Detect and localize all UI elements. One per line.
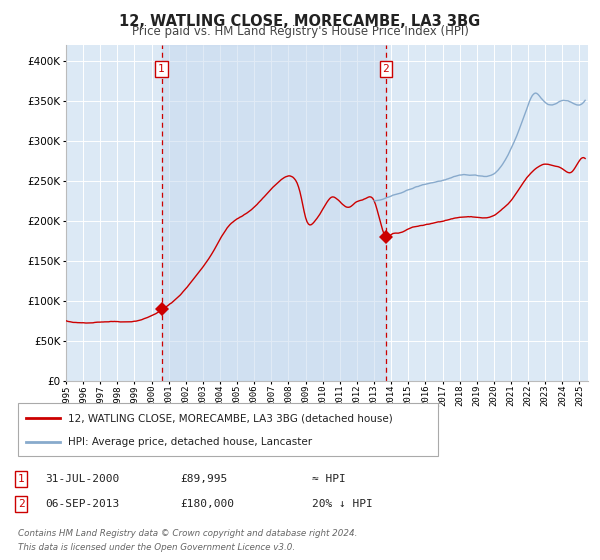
Text: 1: 1 (158, 64, 165, 74)
Text: 1: 1 (17, 474, 25, 484)
Text: Price paid vs. HM Land Registry's House Price Index (HPI): Price paid vs. HM Land Registry's House … (131, 25, 469, 38)
Text: 12, WATLING CLOSE, MORECAMBE, LA3 3BG: 12, WATLING CLOSE, MORECAMBE, LA3 3BG (119, 14, 481, 29)
Text: 31-JUL-2000: 31-JUL-2000 (45, 474, 119, 484)
Text: £89,995: £89,995 (180, 474, 227, 484)
Text: 20% ↓ HPI: 20% ↓ HPI (312, 499, 373, 509)
Bar (161, 45, 386, 381)
Text: ≈ HPI: ≈ HPI (312, 474, 346, 484)
Text: 12, WATLING CLOSE, MORECAMBE, LA3 3BG (detached house): 12, WATLING CLOSE, MORECAMBE, LA3 3BG (d… (68, 413, 393, 423)
Text: 2: 2 (17, 499, 25, 509)
Text: This data is licensed under the Open Government Licence v3.0.: This data is licensed under the Open Gov… (18, 543, 295, 552)
FancyBboxPatch shape (18, 403, 438, 456)
Text: Contains HM Land Registry data © Crown copyright and database right 2024.: Contains HM Land Registry data © Crown c… (18, 529, 358, 538)
Text: 2: 2 (382, 64, 389, 74)
Text: HPI: Average price, detached house, Lancaster: HPI: Average price, detached house, Lanc… (68, 436, 313, 446)
Text: £180,000: £180,000 (180, 499, 234, 509)
Text: 06-SEP-2013: 06-SEP-2013 (45, 499, 119, 509)
